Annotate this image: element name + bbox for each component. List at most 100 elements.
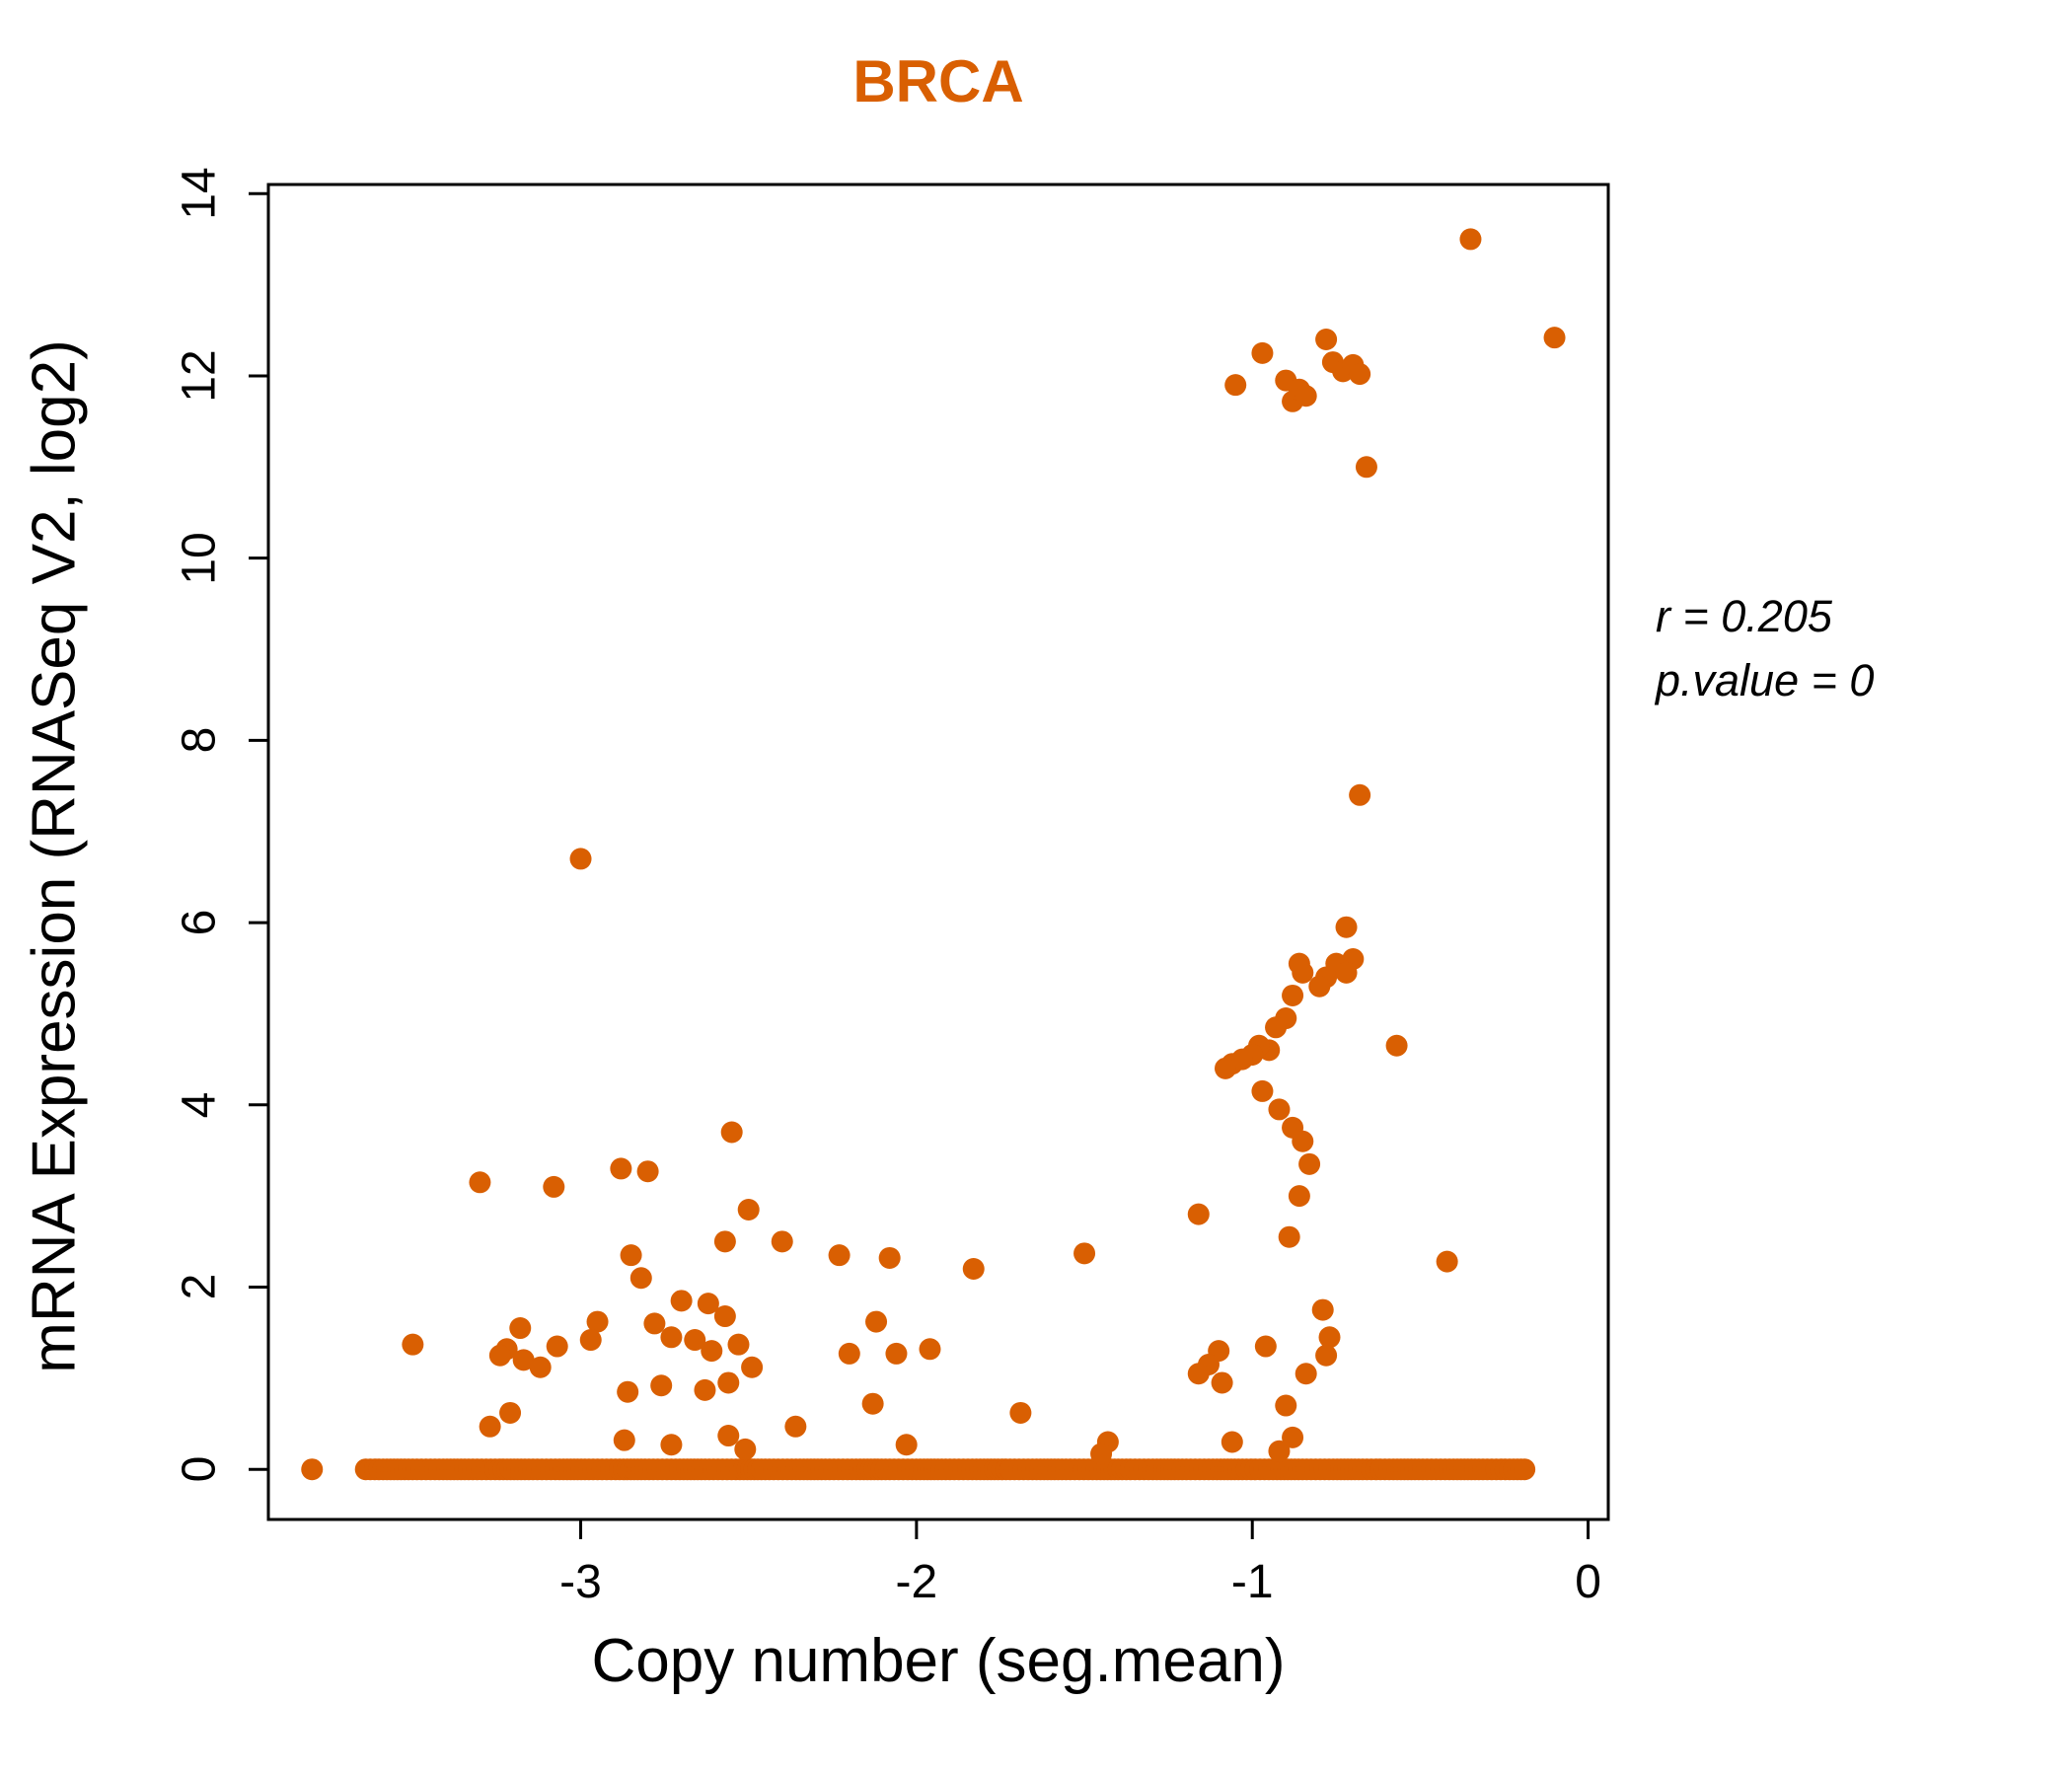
data-point <box>1288 1185 1310 1208</box>
plot-box <box>266 183 1610 1521</box>
data-point <box>1215 1057 1236 1079</box>
data-point <box>1251 1079 1274 1102</box>
data-point <box>1187 1363 1210 1385</box>
x-axis-label: Copy number (seg.mean) <box>591 1627 1286 1695</box>
data-point <box>895 1434 918 1456</box>
data-point <box>919 1338 941 1361</box>
data-point <box>1436 1250 1458 1273</box>
data-point <box>701 1340 723 1363</box>
data-point <box>1073 1242 1096 1265</box>
y-tick-label: 4 <box>173 1091 226 1119</box>
data-point <box>1009 1401 1032 1424</box>
data-point <box>861 1392 884 1415</box>
data-point <box>1292 1130 1314 1152</box>
data-point <box>694 1378 716 1401</box>
data-point <box>1282 1426 1304 1448</box>
data-point <box>741 1356 764 1378</box>
y-axis-label: mRNA Expression (RNASeq V2, log2) <box>20 339 89 1373</box>
y-tick-label: 12 <box>173 349 226 403</box>
data-point <box>1335 961 1358 984</box>
data-point <box>838 1342 860 1365</box>
data-point <box>1315 1344 1338 1367</box>
data-point <box>617 1380 639 1403</box>
data-point <box>670 1290 693 1312</box>
data-point <box>1349 783 1371 806</box>
data-point <box>1211 1371 1233 1394</box>
data-point <box>546 1335 568 1358</box>
data-point <box>713 1230 736 1253</box>
data-point <box>643 1312 666 1335</box>
data-point <box>650 1374 673 1397</box>
data-point <box>1090 1443 1113 1465</box>
data-point <box>1459 228 1482 251</box>
data-point <box>1187 1203 1210 1225</box>
data-point <box>727 1333 750 1356</box>
data-point <box>697 1293 719 1315</box>
data-point <box>529 1356 552 1378</box>
data-point <box>579 1329 602 1352</box>
data-point <box>1355 456 1377 479</box>
data-point <box>512 1349 535 1371</box>
baseline-data-point <box>1514 1458 1536 1481</box>
data-point <box>509 1317 532 1340</box>
data-point <box>1224 374 1247 397</box>
data-point <box>1315 329 1338 351</box>
data-point <box>734 1438 757 1460</box>
data-point <box>660 1326 683 1349</box>
x-tick-label: -3 <box>559 1556 602 1608</box>
y-tick-label: 10 <box>173 531 226 585</box>
p-value-text: p.value = 0 <box>1656 655 1875 706</box>
data-point <box>1298 1152 1321 1175</box>
data-point <box>1288 952 1310 975</box>
data-point <box>1308 975 1331 998</box>
data-point <box>737 1198 760 1221</box>
data-point <box>1385 1034 1408 1057</box>
data-point <box>488 1344 511 1367</box>
data-point <box>499 1401 522 1424</box>
y-tick-label: 0 <box>173 1455 226 1483</box>
data-point <box>1251 341 1274 364</box>
y-tick-label: 8 <box>173 727 226 754</box>
data-point <box>1268 1098 1291 1121</box>
data-point <box>402 1333 424 1356</box>
data-point <box>586 1310 609 1333</box>
data-point <box>784 1415 807 1438</box>
data-point <box>610 1157 632 1180</box>
data-point <box>1221 1431 1243 1453</box>
data-point <box>1265 1016 1288 1039</box>
data-point <box>1282 984 1304 1006</box>
correlation-annotation: r = 0.205 p.value = 0 <box>1656 584 1874 713</box>
baseline-data-point <box>301 1458 324 1481</box>
data-point <box>1311 1298 1334 1321</box>
data-point <box>1278 1225 1300 1248</box>
data-point <box>1254 1335 1277 1358</box>
data-point <box>1349 363 1371 386</box>
data-point <box>885 1342 908 1365</box>
data-point <box>629 1267 652 1290</box>
data-point <box>717 1371 740 1394</box>
data-point <box>660 1434 683 1456</box>
data-point <box>636 1160 659 1183</box>
data-point <box>713 1305 736 1328</box>
data-point <box>962 1258 985 1281</box>
data-point <box>1318 1326 1341 1349</box>
data-point <box>1543 327 1566 349</box>
x-tick-label: 0 <box>1575 1556 1601 1608</box>
r-value-text: r = 0.205 <box>1656 591 1832 641</box>
data-point <box>543 1175 565 1198</box>
data-point <box>865 1310 888 1333</box>
data-point <box>771 1230 793 1253</box>
data-point <box>569 848 592 870</box>
data-point <box>878 1246 901 1269</box>
data-point <box>1295 1363 1317 1385</box>
data-point <box>717 1425 740 1447</box>
data-point <box>1268 1440 1291 1462</box>
data-point <box>684 1329 706 1352</box>
y-tick-label: 6 <box>173 909 226 936</box>
y-tick-label: 14 <box>173 167 226 220</box>
data-point <box>828 1244 851 1267</box>
chart-title: BRCA <box>852 48 1024 114</box>
data-point <box>1295 385 1317 407</box>
